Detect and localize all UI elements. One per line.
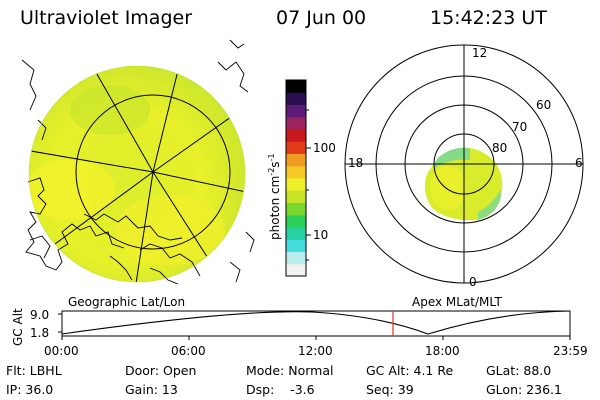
- mlt-label-18: 18: [348, 156, 364, 170]
- colorbar-tick-10: 10: [313, 228, 329, 242]
- glon-readout: GLon: 236.1: [486, 382, 562, 397]
- colorbar-band: [286, 92, 306, 105]
- colorbar-band: [286, 239, 306, 252]
- colorbar-border: [285, 79, 307, 277]
- colorbar-band: [286, 80, 306, 93]
- mode-readout: Mode: Normal: [246, 363, 334, 378]
- colorbar-band: [286, 214, 306, 228]
- colorbar-band: [286, 227, 306, 240]
- timeline-xtick-1800: 18:00: [425, 344, 460, 358]
- timeline-xtick-2359: 23:59: [553, 344, 588, 358]
- time-label: 15:42:23 UT: [430, 7, 547, 29]
- right-panel-caption: Apex MLat/MLT: [412, 295, 502, 309]
- timeline-ylabel: GC Alt: [11, 308, 25, 346]
- colorbar-unit-label: photon cm-2s-1: [267, 153, 282, 240]
- glat-readout: GLat: 88.0: [486, 363, 552, 378]
- colorbar-band: [286, 129, 306, 142]
- colorbar-band: [286, 190, 306, 203]
- colorbar-band: [286, 165, 306, 179]
- timeline-xtick-0600: 06:00: [171, 344, 206, 358]
- timeline-ytick-9: 9.0: [30, 308, 50, 322]
- gain-readout: Gain: 13: [125, 382, 178, 397]
- colorbar-band: [286, 141, 306, 154]
- timeline-xtick-1200: 12:00: [298, 344, 333, 358]
- geographic-image: [21, 39, 255, 285]
- mlt-label-6: 6: [575, 156, 583, 170]
- colorbar-band: [286, 116, 306, 130]
- colorbar-tick-100: 100: [313, 141, 336, 155]
- mlt-label-12: 12: [472, 46, 488, 60]
- seq-readout: Seq: 39: [366, 382, 414, 397]
- instrument-title: Ultraviolet Imager: [20, 7, 193, 29]
- polar-plot: [344, 44, 584, 284]
- gc-alt-readout: GC Alt: 4.1 Re: [366, 363, 454, 378]
- colorbar-band: [286, 263, 306, 277]
- colorbar-band: [286, 178, 306, 191]
- colorbar-band: [286, 202, 306, 216]
- mlt-label-0: 0: [469, 275, 477, 289]
- timeline-plot: [58, 310, 571, 340]
- ip-readout: IP: 36.0: [6, 382, 54, 397]
- colorbar-band: [286, 153, 306, 167]
- lat-label-80: 80: [492, 141, 508, 155]
- filter-readout: Flt: LBHL: [6, 363, 62, 378]
- left-panel-caption: Geographic Lat/Lon: [68, 295, 186, 309]
- timeline-xtick-0000: 00:00: [44, 344, 79, 358]
- colorbar-band: [286, 251, 306, 265]
- colorbar: [285, 79, 307, 277]
- lat-label-70: 70: [512, 120, 528, 134]
- colorbar-band: [286, 104, 306, 118]
- door-readout: Door: Open: [125, 363, 197, 378]
- dsp-readout: Dsp: -3.6: [246, 382, 315, 397]
- date-label: 07 Jun 00: [276, 7, 367, 29]
- auroral-oval: [424, 147, 503, 221]
- lat-label-60: 60: [536, 98, 552, 112]
- timeline-ytick-1.8: 1.8: [30, 326, 50, 340]
